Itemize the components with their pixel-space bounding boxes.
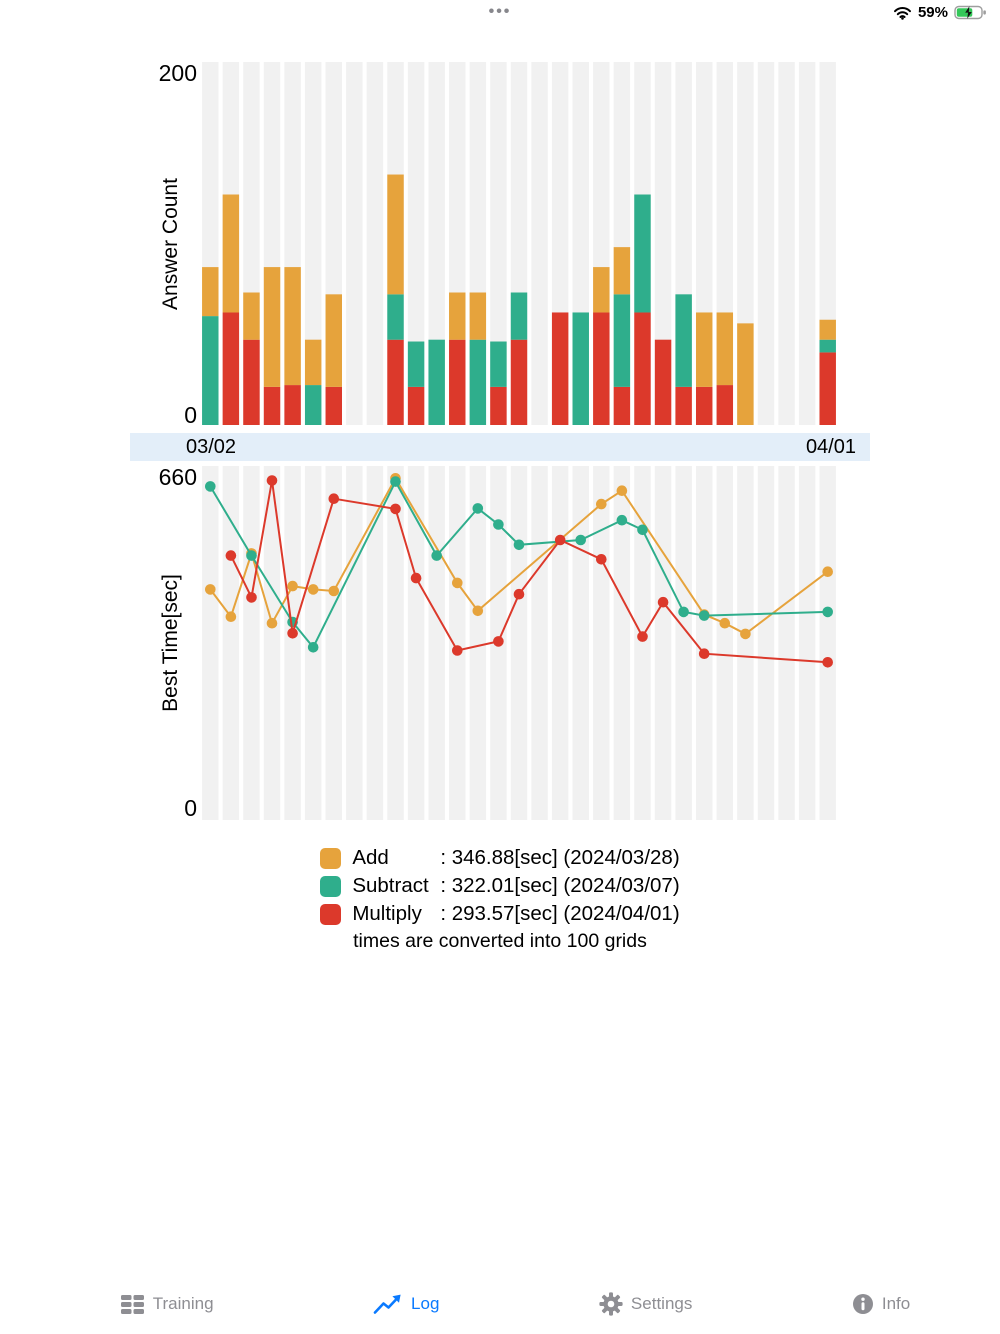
legend-rows: Add : 346.88[sec] (2024/03/28) Subtract …: [320, 844, 680, 928]
legend-row-multiply: Multiply : 293.57[sec] (2024/04/01): [320, 900, 680, 928]
add-color-swatch: [320, 847, 342, 869]
tab-settings-label: Settings: [630, 1294, 693, 1313]
answer-count-axis-label: Answer Count: [159, 178, 182, 310]
tab-bar: Training Log: [40, 1280, 990, 1328]
tab-training-label: Training: [152, 1294, 214, 1313]
date-range-band: 03/02 04/01: [130, 433, 870, 461]
multitasking-dots-handle[interactable]: •••: [488, 3, 512, 20]
status-bar-right: 59%: [893, 4, 988, 21]
legend-multiply-name: Multiply: [352, 902, 422, 925]
best-time-axis-label: Best Time[sec]: [159, 574, 182, 712]
answer-count-bar-chart: [202, 62, 836, 425]
best-time-line-chart: [202, 466, 836, 820]
tab-settings[interactable]: Settings: [599, 1292, 692, 1316]
subtract-color-swatch: [320, 875, 342, 897]
tab-training[interactable]: Training: [120, 1294, 214, 1315]
wifi-icon: [893, 6, 912, 20]
log-line-chart-icon: [373, 1293, 403, 1315]
gear-icon: [599, 1292, 623, 1316]
legend-subtract-name: Subtract: [352, 874, 429, 897]
date-range-end-label: 04/01: [805, 435, 856, 458]
date-range-start-label: 03/02: [186, 435, 237, 458]
tab-log-label: Log: [411, 1294, 440, 1313]
battery-percent-label: 59%: [917, 4, 948, 21]
tab-info[interactable]: Info: [852, 1293, 910, 1315]
tab-info-label: Info: [881, 1294, 911, 1313]
legend-multiply-detail: : 293.57[sec] (2024/04/01): [440, 902, 680, 925]
legend-add-name: Add: [352, 846, 389, 869]
legend-row-subtract: Subtract : 322.01[sec] (2024/03/07): [320, 872, 680, 900]
best-time-ymax-tick: 660: [158, 464, 197, 490]
multiply-color-swatch: [320, 903, 342, 925]
best-time-ymin-tick: 0: [184, 795, 197, 821]
legend-subtract-detail: : 322.01[sec] (2024/03/07): [440, 874, 680, 897]
legend-note: times are converted into 100 grids: [353, 930, 647, 952]
legend-add-detail: : 346.88[sec] (2024/03/28): [440, 846, 680, 869]
answer-count-ymax-tick: 200: [158, 60, 197, 86]
answer-count-ymin-tick: 0: [184, 402, 197, 428]
tab-log[interactable]: Log: [373, 1293, 439, 1315]
battery-charging-icon: [954, 5, 988, 20]
training-grid-icon: [120, 1294, 145, 1315]
info-icon: [852, 1293, 874, 1315]
chart-legend: Add : 346.88[sec] (2024/03/28) Subtract …: [0, 844, 1000, 953]
legend-row-add: Add : 346.88[sec] (2024/03/28): [320, 844, 680, 872]
